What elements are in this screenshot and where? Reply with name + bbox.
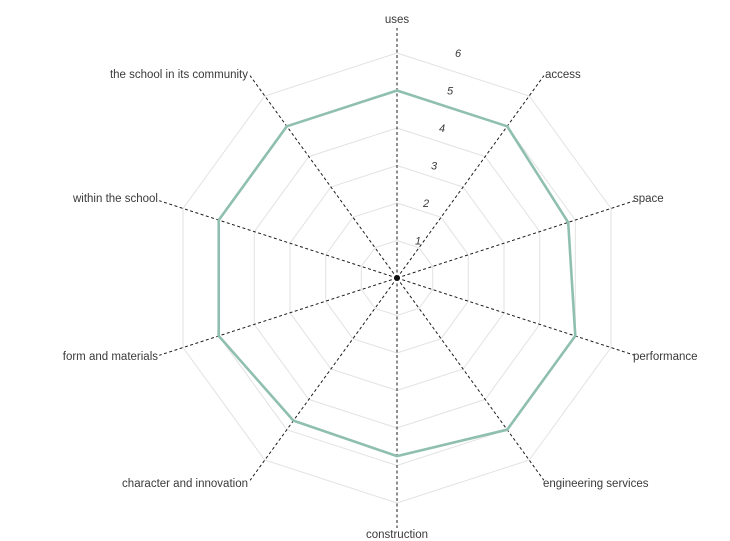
tick-labels: 1 2 3 4 5 6 — [415, 48, 462, 248]
tick-label: 5 — [447, 86, 454, 98]
axis-label: engineering services — [543, 478, 649, 490]
series-layer — [217, 89, 577, 458]
tick-label: 6 — [455, 48, 462, 60]
axis-label: uses — [385, 14, 410, 26]
grid-ring — [325, 202, 469, 354]
axis-label: form and materials — [63, 351, 158, 363]
axis-label: character and innovation — [122, 478, 248, 490]
axis-spoke — [396, 75, 545, 279]
axis-labels: uses access space performance engineering se… — [63, 14, 698, 541]
axis-label: construction — [366, 529, 428, 541]
axis-spoke — [249, 277, 398, 481]
tick-label: 1 — [415, 236, 421, 248]
tick-label: 3 — [431, 161, 438, 173]
tick-label: 2 — [422, 198, 429, 210]
grid-ring — [182, 52, 612, 504]
tick-label: 4 — [439, 123, 445, 135]
grid-ring — [360, 239, 434, 317]
center-dot — [394, 275, 400, 281]
axis-label: access — [545, 69, 581, 81]
axis-label: the school in its community — [110, 69, 248, 81]
axis-label: within the school — [72, 193, 158, 205]
axis-label: space — [633, 193, 664, 205]
axis-label: performance — [633, 351, 698, 363]
series-line — [217, 89, 577, 458]
